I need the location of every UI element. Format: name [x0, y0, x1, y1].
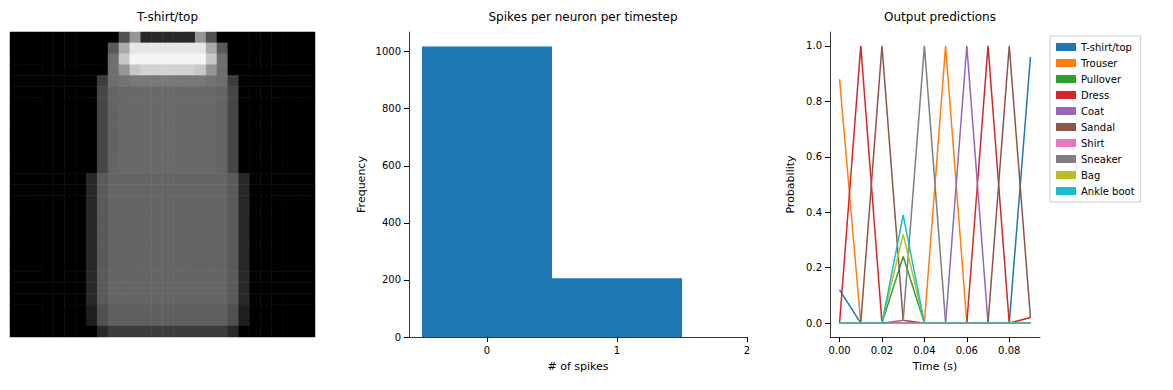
svg-text:Sneaker: Sneaker	[1081, 154, 1123, 165]
svg-text:0.4: 0.4	[806, 207, 822, 218]
svg-text:0.02: 0.02	[871, 345, 893, 356]
svg-text:Frequency: Frequency	[355, 156, 368, 213]
svg-text:400: 400	[382, 217, 401, 228]
svg-text:0.2: 0.2	[806, 262, 822, 273]
svg-text:T-shirt/top: T-shirt/top	[136, 10, 198, 24]
svg-text:800: 800	[382, 103, 401, 114]
svg-text:0.04: 0.04	[913, 345, 935, 356]
svg-text:1.0: 1.0	[806, 40, 822, 51]
svg-text:Shirt: Shirt	[1081, 138, 1105, 149]
svg-text:1: 1	[614, 345, 620, 356]
svg-text:1000: 1000	[376, 46, 401, 57]
svg-text:Pullover: Pullover	[1081, 74, 1122, 85]
svg-text:2: 2	[744, 345, 750, 356]
svg-text:Sandal: Sandal	[1081, 122, 1115, 133]
svg-text:Ankle boot: Ankle boot	[1081, 186, 1135, 197]
svg-text:# of spikes: # of spikes	[547, 360, 608, 373]
svg-text:0.6: 0.6	[806, 151, 822, 162]
svg-text:Time (s): Time (s)	[912, 360, 958, 373]
svg-text:0.08: 0.08	[998, 345, 1020, 356]
svg-text:0.06: 0.06	[956, 345, 978, 356]
svg-text:200: 200	[382, 274, 401, 285]
svg-text:600: 600	[382, 160, 401, 171]
svg-text:Trouser: Trouser	[1080, 58, 1118, 69]
svg-text:0.8: 0.8	[806, 96, 822, 107]
svg-text:0: 0	[395, 332, 401, 343]
svg-text:0.0: 0.0	[806, 318, 822, 329]
svg-text:Spikes per neuron per timestep: Spikes per neuron per timestep	[488, 10, 677, 24]
svg-text:Output predictions: Output predictions	[884, 10, 996, 24]
svg-text:Coat: Coat	[1081, 106, 1104, 117]
svg-text:0.00: 0.00	[828, 345, 850, 356]
svg-text:T-shirt/top: T-shirt/top	[1080, 42, 1132, 53]
svg-text:Dress: Dress	[1081, 90, 1109, 101]
svg-text:Probability: Probability	[784, 155, 797, 214]
svg-text:0: 0	[484, 345, 490, 356]
svg-text:Bag: Bag	[1081, 170, 1100, 181]
